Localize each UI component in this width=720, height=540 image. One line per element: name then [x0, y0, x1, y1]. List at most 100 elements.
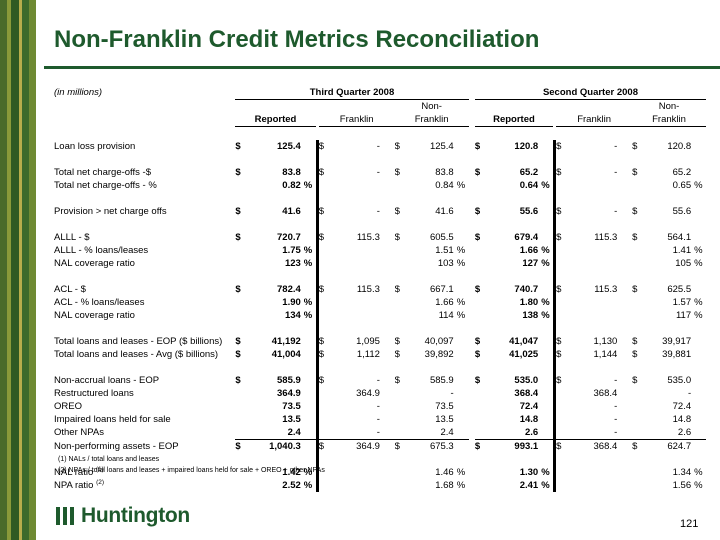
table-row: Impaired loans held for sale 13.5 - 13.5 14.…	[54, 413, 706, 426]
cell-unit	[538, 231, 553, 244]
cell-currency	[395, 466, 408, 479]
cell-currency	[475, 387, 488, 400]
column-separator	[315, 374, 319, 387]
cell-currency	[475, 179, 488, 192]
cell-currency: $	[556, 375, 562, 386]
cell-value: 535.0	[514, 375, 539, 386]
cell-value: 40,097	[424, 336, 454, 347]
cell-value: 127	[522, 258, 539, 269]
cell-value: 41,004	[271, 349, 301, 360]
cell-currency	[319, 426, 332, 440]
row-gap	[54, 192, 706, 205]
row-label-text: Other NPAs	[54, 427, 104, 439]
cell-currency: $	[632, 141, 638, 152]
spacer-row	[54, 127, 706, 141]
column-separator	[315, 413, 319, 426]
row-label: ACL - % loans/leases	[54, 296, 235, 309]
cell-unit	[617, 387, 632, 400]
row-label-text: Total net charge-offs - %	[54, 180, 157, 191]
table-row: ALLL - $ $720.7 $115.3 $605.5 $679.4 $115.3 $5…	[54, 231, 706, 244]
cell-unit	[454, 348, 469, 361]
column-separator	[315, 257, 319, 270]
cell-unit: %	[456, 480, 466, 491]
cell-value: 120.8	[667, 141, 692, 152]
cell-currency	[235, 387, 248, 400]
cell-unit	[380, 205, 395, 218]
cell-currency	[556, 257, 569, 270]
cell-value: 1.34	[672, 467, 692, 478]
cell-currency: $	[318, 141, 325, 152]
cell-currency: $	[556, 232, 562, 243]
cell-value: 1.68	[435, 480, 454, 491]
row-label: Total loans and leases - Avg ($ billions…	[54, 348, 235, 361]
cell-unit	[538, 439, 553, 453]
cell-currency	[632, 466, 645, 479]
cell-value: 115.3	[356, 284, 380, 295]
cell-value: 115.3	[594, 232, 618, 243]
row-label-text: ACL - % loans/leases	[54, 297, 145, 308]
cell-unit	[301, 374, 316, 387]
cell-currency	[395, 479, 408, 492]
cell-unit	[301, 140, 316, 153]
logo-mark-icon	[54, 505, 76, 527]
col-header-franklin-q3: Franklin	[318, 99, 395, 127]
cell-value: 0.82	[282, 180, 301, 191]
cell-unit	[617, 466, 632, 479]
cell-unit	[454, 387, 469, 400]
cell-value: 535.0	[667, 375, 692, 386]
column-separator	[552, 166, 557, 179]
cell-value	[331, 466, 380, 479]
cell-value	[569, 296, 618, 309]
cell-unit: %	[303, 245, 313, 256]
cell-unit	[454, 283, 469, 296]
cell-currency: $	[556, 336, 562, 347]
row-label-text: ALLL - % loans/leases	[54, 245, 149, 256]
cell-unit	[617, 335, 632, 348]
cell-currency	[556, 466, 569, 479]
row-label-text: Non-performing assets - EOP	[54, 440, 179, 452]
cell-value	[331, 479, 380, 492]
column-separator	[315, 283, 319, 296]
cell-value: -	[376, 375, 380, 386]
table-row: Total net charge-offs -$ $83.8 $ - $83.8 $65.…	[54, 166, 706, 179]
cell-currency: $	[474, 439, 488, 453]
cell-value: 41,047	[509, 336, 539, 347]
cell-currency: $	[318, 375, 325, 386]
cell-unit	[538, 413, 553, 426]
column-separator	[315, 348, 319, 361]
cell-value: 679.4	[514, 232, 539, 243]
column-separator	[552, 400, 557, 413]
row-label: Loan loss provision	[54, 140, 235, 153]
cell-value: 2.6	[677, 427, 692, 438]
cell-unit	[380, 166, 395, 179]
cell-unit: %	[694, 258, 703, 269]
col-header-nonfranklin-q3: Non- Franklin	[394, 99, 469, 127]
cell-unit	[380, 140, 395, 153]
row-label-text: Total loans and leases - EOP ($ billions…	[54, 336, 223, 347]
cell-unit: %	[456, 180, 466, 191]
cell-currency	[319, 179, 332, 192]
cell-value	[331, 296, 380, 309]
cell-value	[331, 244, 380, 257]
cell-unit	[691, 387, 706, 400]
table-row: Provision > net charge offs $41.6 $ - $41.6 $…	[54, 205, 706, 218]
cell-value: 1.46	[435, 467, 454, 478]
cell-value: 117	[675, 310, 692, 321]
cell-currency	[475, 413, 488, 426]
column-separator	[315, 479, 319, 492]
cell-currency	[395, 257, 408, 270]
cell-value: -	[376, 414, 380, 425]
column-separator	[552, 296, 557, 309]
cell-value: 41.6	[282, 206, 301, 217]
cell-currency: $	[632, 375, 638, 386]
cell-unit	[380, 335, 395, 348]
cell-currency	[395, 179, 408, 192]
cell-unit: %	[541, 258, 550, 269]
cell-value: 1,130	[593, 336, 618, 347]
cell-value	[569, 257, 618, 270]
cell-value: 364.9	[277, 388, 301, 399]
cell-unit: %	[694, 245, 703, 256]
cell-value	[331, 257, 380, 270]
cell-value: 1,144	[593, 349, 618, 360]
cell-currency	[475, 426, 488, 440]
